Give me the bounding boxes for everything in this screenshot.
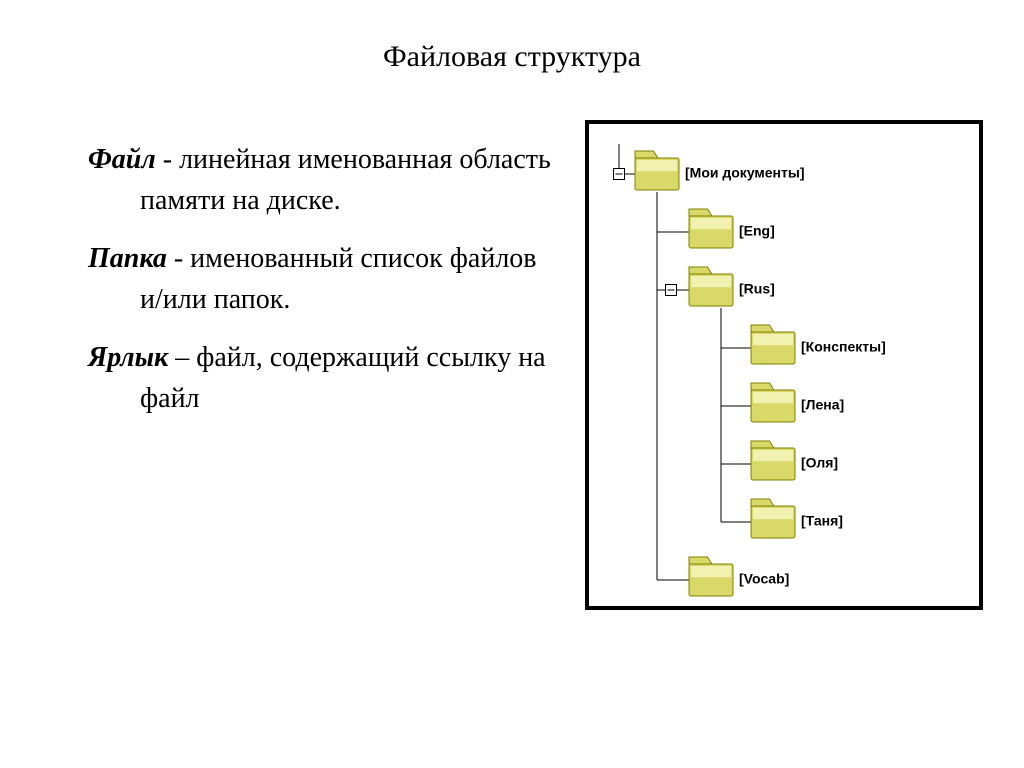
- svg-text:[Оля]: [Оля]: [801, 455, 838, 471]
- term-folder: Папка: [88, 243, 167, 274]
- definition-folder: Папка - именованный список файлов и/или …: [40, 239, 565, 320]
- term-file-text: - линейная именованная область памяти на…: [140, 144, 551, 216]
- svg-text:[Мои документы]: [Мои документы]: [685, 165, 805, 181]
- svg-text:[Таня]: [Таня]: [801, 513, 843, 529]
- term-file: Файл: [88, 144, 156, 175]
- svg-text:[Vocab]: [Vocab]: [739, 571, 789, 587]
- page-title: Файловая структура: [0, 40, 1024, 74]
- folder-tree-diagram: [Мои документы] [Eng] [Rus] [Конспекты] [Лен…: [589, 124, 979, 606]
- term-folder-text: - именованный список файлов и/или папок.: [140, 243, 537, 315]
- slide: Файловая структура Файл - линейная имено…: [0, 0, 1024, 768]
- svg-text:[Rus]: [Rus]: [739, 281, 775, 297]
- svg-text:[Лена]: [Лена]: [801, 397, 844, 413]
- term-shortcut: Ярлык: [88, 342, 168, 373]
- definitions-block: Файл - линейная именованная область памя…: [40, 140, 565, 438]
- tree-panel: [Мои документы] [Eng] [Rus] [Конспекты] [Лен…: [585, 120, 983, 610]
- definition-shortcut: Ярлык – файл, содержащий ссылку на файл: [40, 338, 565, 419]
- term-shortcut-text: – файл, содержащий ссылку на файл: [140, 342, 546, 414]
- svg-text:[Конспекты]: [Конспекты]: [801, 339, 886, 355]
- svg-text:[Eng]: [Eng]: [739, 223, 775, 239]
- definition-file: Файл - линейная именованная область памя…: [40, 140, 565, 221]
